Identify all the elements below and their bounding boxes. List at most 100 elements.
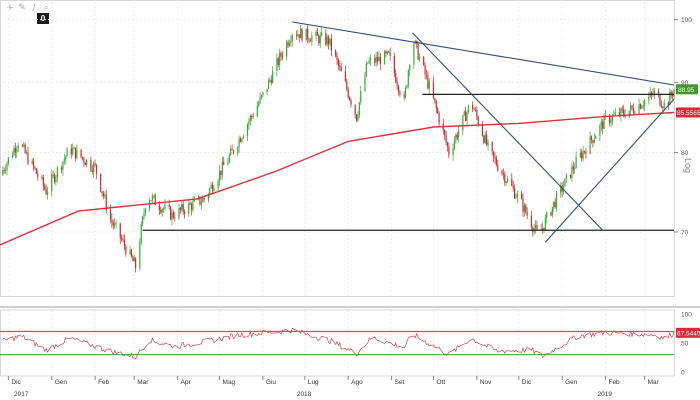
candle-body — [123, 239, 126, 247]
candle-body — [295, 34, 298, 37]
candle-body — [574, 168, 576, 170]
x-tick-label: Dic — [522, 379, 532, 386]
candle-body — [121, 238, 123, 240]
candle-body — [101, 191, 103, 194]
candle-body — [7, 157, 9, 164]
candle-body — [259, 96, 261, 104]
candle-body — [100, 173, 102, 192]
candle-body — [55, 176, 57, 182]
line-tool-icon[interactable]: ∕ — [32, 3, 36, 13]
zoom-icon[interactable]: ⌕ — [43, 3, 49, 13]
pencil-icon[interactable]: ✎ — [18, 3, 26, 13]
candle-body — [536, 225, 538, 230]
y-tick-label: 90 — [681, 80, 689, 87]
candle-body — [659, 94, 661, 106]
candle-body — [432, 81, 435, 99]
candle-body — [520, 193, 523, 200]
x-year-label: 2018 — [297, 391, 312, 398]
candle-body — [181, 204, 183, 210]
candle-body — [572, 166, 574, 170]
candle-body — [403, 94, 405, 98]
candle-body — [140, 224, 142, 243]
candle-body — [483, 135, 485, 143]
candle-body — [613, 114, 615, 116]
candle-body — [276, 58, 278, 71]
x-tick-label: Mag — [223, 379, 236, 386]
candle-body — [595, 136, 597, 139]
candles-group — [2, 25, 675, 273]
candle-body — [599, 125, 601, 137]
candle-body — [277, 58, 279, 65]
x-tick-label: Mar — [137, 379, 149, 386]
candle-body — [143, 213, 145, 217]
x-year-label: 2019 — [597, 391, 612, 398]
candle-body — [452, 148, 454, 156]
candle-body — [397, 85, 400, 92]
candle-body — [551, 206, 553, 216]
candle-body — [41, 176, 43, 178]
candle-body — [446, 142, 449, 147]
x-tick-label: Lug — [308, 379, 319, 386]
moving-average-label: 85.5565 — [677, 110, 700, 117]
candle-body — [315, 31, 317, 36]
candle-body — [139, 242, 141, 269]
candle-body — [104, 194, 106, 197]
candle-body — [74, 147, 77, 159]
x-tick-label: Gen — [565, 379, 578, 386]
candle-body — [119, 223, 121, 239]
candle-body — [435, 101, 437, 109]
candle-body — [153, 195, 155, 197]
plus-icon[interactable]: + — [6, 3, 14, 13]
candle-body — [546, 212, 548, 218]
candle-body — [660, 105, 663, 108]
candle-body — [651, 92, 653, 94]
candle-body — [32, 160, 35, 167]
candle-body — [60, 167, 63, 170]
candle-body — [115, 223, 117, 225]
candle-body — [83, 158, 85, 163]
candle-body — [350, 99, 352, 105]
candle-body — [258, 103, 260, 107]
candle-body — [80, 149, 82, 158]
candle-body — [575, 157, 577, 169]
candle-body — [51, 174, 53, 192]
candle-body — [209, 188, 211, 195]
candle-body — [375, 56, 377, 63]
candle-body — [360, 91, 362, 103]
candle-body — [379, 56, 381, 65]
candle-body — [52, 174, 54, 176]
candle-body — [444, 130, 446, 136]
candle-body — [269, 79, 271, 81]
zoom-level-badge[interactable]: 0 — [37, 13, 49, 24]
x-tick-label: Apr — [181, 379, 192, 386]
candle-body — [550, 212, 552, 216]
candle-body — [346, 81, 348, 90]
candle-body — [63, 158, 65, 162]
candle-body — [632, 108, 635, 113]
candle-body — [168, 204, 170, 208]
candle-body — [516, 193, 518, 198]
candle-body — [623, 109, 625, 115]
candle-body — [102, 193, 105, 197]
candle-body — [339, 65, 341, 67]
candle-body — [506, 178, 509, 182]
candle-body — [330, 38, 333, 51]
candle-body — [24, 144, 26, 153]
candle-body — [534, 225, 537, 229]
candle-body — [413, 43, 415, 66]
x-tick-label: Ott — [436, 379, 445, 386]
candle-body — [368, 60, 370, 64]
candle-body — [3, 170, 5, 171]
candle-body — [130, 249, 133, 257]
candle-body — [565, 174, 567, 179]
candle-body — [326, 36, 328, 45]
candle-body — [336, 55, 338, 60]
candle-body — [142, 216, 144, 225]
x-tick-label: Dic — [11, 379, 21, 386]
candle-body — [522, 199, 524, 212]
x-tick-label: Feb — [98, 379, 110, 386]
candle-body — [122, 239, 124, 241]
candle-body — [203, 198, 205, 200]
x-tick-label: Nov — [480, 379, 492, 386]
